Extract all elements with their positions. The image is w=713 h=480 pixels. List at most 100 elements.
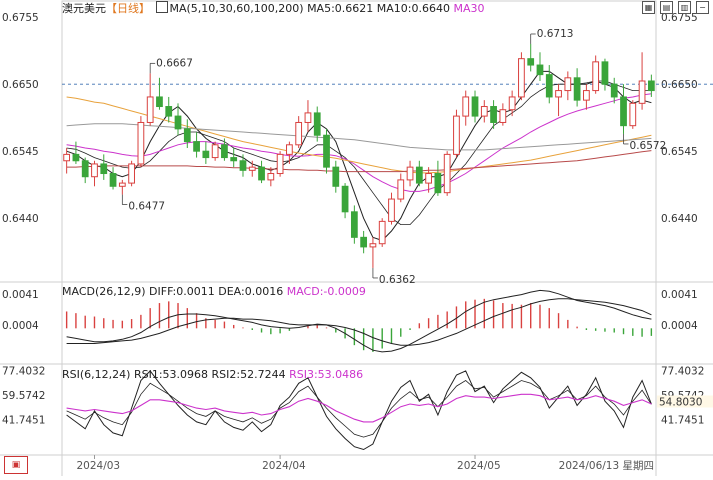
candle-up [91,163,98,178]
candle-up [248,166,256,171]
candle-up [425,173,432,184]
price-annotation: 0.6477 [128,201,165,213]
candle-down [610,83,618,98]
candle-up [369,243,377,248]
candle-up [443,153,451,194]
candle-down [545,74,553,98]
candle-up [518,58,525,98]
candle-down [471,96,479,117]
candle-down [156,96,163,108]
candle-down [239,160,247,171]
rsi1-value: RSI1:53.0968 [133,368,209,381]
macd-diff: DIFF:0.0011 [149,285,215,298]
rsi-axis-label-left: 77.4032 [2,365,45,377]
candle-up [592,61,600,92]
macd-value: MACD:-0.0009 [286,285,366,298]
rsi-axis-label-right: 41.7451 [661,415,704,427]
candle-down [109,173,117,187]
symbol-label: 澳元美元 [62,2,106,15]
candle-down [72,153,80,162]
candle-down [573,77,581,101]
macd-dea: DEA:0.0016 [218,285,284,298]
layout-icon[interactable]: ▤ [660,1,673,14]
candle-up [499,109,507,123]
candle-down [165,106,173,117]
rsi-axis-label-left: 59.5742 [2,390,45,402]
ma-label: MA(5,10,30,60,100,200) [169,2,304,15]
price-annotation: 0.6713 [537,28,574,40]
candle-up [462,96,470,117]
rsi-axis-label-right: 77.4032 [661,365,704,377]
candle-down [527,58,535,66]
price-annotation: 0.6572 [630,140,667,152]
price-panel-frame [61,0,657,283]
macd-axis-label-right: 0.0004 [661,320,698,332]
candle-down [620,96,627,127]
price-annotation: 0.6667 [156,57,193,69]
rsi-axis-label-left: 41.7451 [2,415,45,427]
candle-up [146,96,154,123]
ma30-value: MA30 [453,2,485,15]
candle-down [183,128,191,143]
date-label: 2024/03 [76,460,120,472]
macd-legend: MACD(26,12,9) DIFF:0.0011 DEA:0.0016 MAC… [62,285,366,299]
ma-line-ma30 [66,93,652,192]
candle-down [490,106,497,123]
price-axis-label-left: 0.6440 [2,213,39,225]
ma-line-ma200 [66,150,652,173]
ma-line-ma5 [66,70,652,242]
candle-down [360,236,368,248]
ma-line-ma60 [66,96,652,174]
candle-down [536,64,544,76]
rsi2-line [66,380,652,438]
rsi2-value: RSI2:52.7244 [211,368,286,381]
rsi3-line [66,393,652,423]
candle-up [629,102,637,127]
candle-up [211,144,219,159]
date-label: 2024/04 [262,460,306,472]
candle-up [286,144,293,155]
candle-up [638,80,646,104]
candle-down [100,163,108,175]
ma10-value: MA10:0.6640 [376,2,450,15]
rsi1-line [66,370,652,451]
chart-toolbar: ▦ ▤ ▥ − [642,1,709,14]
candle-down [601,61,609,85]
candle-up [118,182,126,187]
candle-up [378,220,386,245]
price-axis-label-left: 0.6545 [2,146,39,158]
candle-down [202,150,210,159]
indicator-icon[interactable]: ▥ [678,1,691,14]
macd-axis-label-left: 0.0004 [2,320,39,332]
rsi-current-badge [657,395,713,408]
candle-down [434,173,442,194]
ma-settings-icon[interactable] [155,1,168,13]
candle-down [81,160,89,178]
candle-down [350,211,358,238]
candle-down [313,112,321,136]
candle-down [647,80,655,92]
candle-down [258,166,265,181]
macd-dea-line [66,298,652,346]
macd-title: MACD(26,12,9) [62,285,146,298]
grid-icon[interactable]: ▦ [642,1,655,14]
minus-icon[interactable]: − [696,1,709,14]
current-date-label: 2024/06/13 星期四 [559,460,654,472]
candle-up [128,163,135,184]
candle-up [388,198,395,222]
candle-down [341,185,349,213]
candle-up [267,173,275,181]
rsi-title: RSI(6,12,24) [62,368,131,381]
price-axis-label-left: 0.6755 [2,12,39,24]
broker-logo-icon: ▣ [4,456,28,474]
candle-up [137,121,145,165]
price-legend: 澳元美元【日线】 MA(5,10,30,60,100,200) MA5:0.66… [62,1,485,16]
macd-diff-line [66,289,652,353]
rsi-legend: RSI(6,12,24) RSI1:53.0968 RSI2:52.7244 R… [62,368,363,382]
price-axis-label-right: 0.6650 [661,79,698,91]
candle-up [508,96,516,111]
period-label[interactable]: 【日线】 [106,2,150,15]
price-axis-label-left: 0.6650 [2,79,39,91]
candle-down [415,166,423,184]
